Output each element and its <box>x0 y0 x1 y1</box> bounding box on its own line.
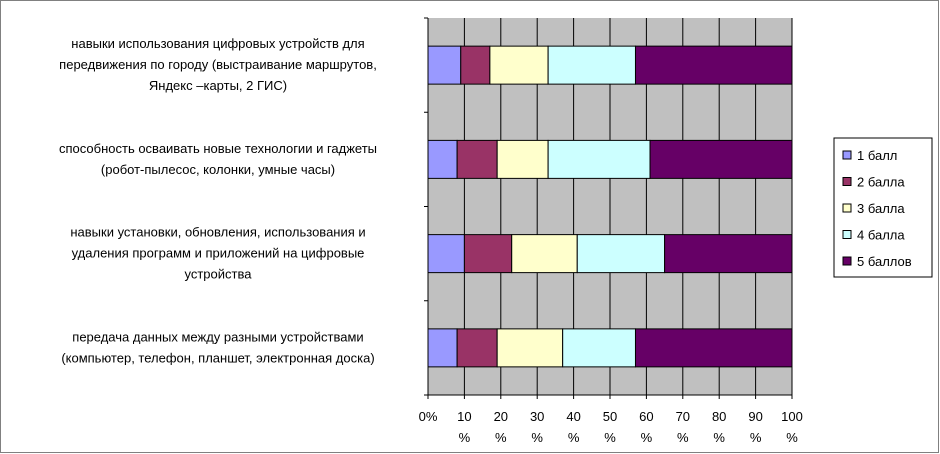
legend-label: 5 баллов <box>857 254 912 269</box>
legend-swatch <box>842 203 852 213</box>
x-tick-label: 40% <box>566 409 580 445</box>
bar-segment <box>460 45 491 85</box>
x-tick-label: 30% <box>530 409 544 445</box>
bar-segment <box>496 328 564 368</box>
legend-label: 4 балла <box>857 228 905 243</box>
bar-segment <box>496 139 549 179</box>
legend-swatch <box>842 177 852 186</box>
bar-segment <box>427 328 458 368</box>
category-label: навыки использования цифровых устройств … <box>59 36 377 93</box>
category-label: навыки установки, обновления, использова… <box>70 225 365 282</box>
bar-segment <box>547 45 636 85</box>
bar-segment <box>547 139 651 179</box>
bar-segment <box>634 328 793 368</box>
category-label: передача данных между разными устройства… <box>61 329 374 365</box>
bar-segment <box>456 328 498 368</box>
legend-swatch <box>842 230 852 239</box>
x-tick-label: 80% <box>712 409 726 445</box>
bar-segment <box>664 234 793 274</box>
x-tick-label: 20% <box>494 409 508 445</box>
x-tick-label: 90% <box>748 409 762 445</box>
bar-segment <box>489 45 549 85</box>
x-tick-label: 60% <box>639 409 653 445</box>
bar-segment <box>456 139 498 179</box>
legend-label: 3 балла <box>857 201 905 216</box>
x-tick-label: 70% <box>676 409 690 445</box>
bar-segment <box>427 139 458 179</box>
bar-segment <box>562 328 636 368</box>
x-tick-label: 0% <box>419 409 438 424</box>
legend-label: 1 балл <box>857 148 897 163</box>
legend-swatch <box>842 150 852 160</box>
bar-segment <box>634 45 793 85</box>
bar-segment <box>427 234 465 274</box>
bar-segment <box>427 45 462 85</box>
category-label: способность осваивать новые технологии и… <box>59 141 377 177</box>
legend-swatch <box>842 256 852 266</box>
x-tick-label: 10% <box>457 409 471 445</box>
bar-segment <box>511 234 578 274</box>
bar-segment <box>649 139 793 179</box>
x-tick-label: 100% <box>781 409 803 445</box>
legend-label: 2 балла <box>857 175 905 190</box>
bar-segment <box>576 234 666 274</box>
bar-segment <box>463 234 513 274</box>
x-tick-label: 50% <box>603 409 617 445</box>
